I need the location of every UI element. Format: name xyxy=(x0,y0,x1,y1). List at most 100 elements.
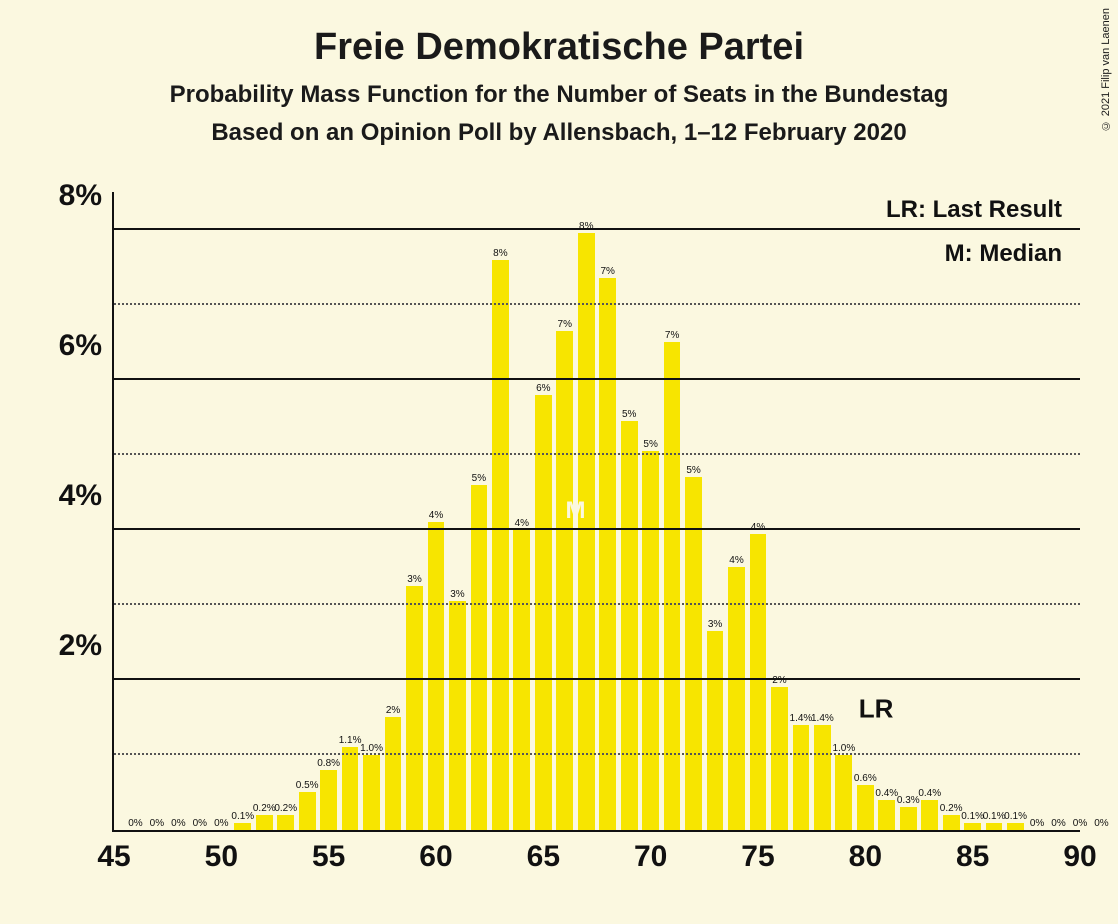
bar-value-label: 0% xyxy=(193,818,207,830)
x-axis-tick: 75 xyxy=(741,840,774,874)
x-axis-tick: 80 xyxy=(849,840,882,874)
bar-value-label: 5% xyxy=(622,409,636,421)
bar: 1.1% xyxy=(342,747,359,830)
bar: 2% xyxy=(385,717,402,830)
bar-value-label: 0% xyxy=(1073,818,1087,830)
x-axis-tick: 90 xyxy=(1063,840,1096,874)
gridline-major xyxy=(114,528,1080,530)
gridline-minor xyxy=(114,753,1080,755)
x-axis-tick: 70 xyxy=(634,840,667,874)
bar-value-label: 0.6% xyxy=(854,773,877,785)
bar-value-label: 0% xyxy=(1094,818,1108,830)
y-axis-tick: 2% xyxy=(59,629,102,663)
bar: 0.4% xyxy=(921,800,938,830)
bar: 1.4% xyxy=(814,725,831,830)
bar: 5% xyxy=(642,451,659,830)
bar-value-label: 3% xyxy=(407,574,421,586)
bar-value-label: 5% xyxy=(472,473,486,485)
bar-value-label: 7% xyxy=(558,319,572,331)
x-axis-tick: 45 xyxy=(97,840,130,874)
bar: 7% xyxy=(556,331,573,830)
chart-subtitle-1: Probability Mass Function for the Number… xyxy=(0,81,1118,109)
bar-value-label: 4% xyxy=(429,510,443,522)
bar-value-label: 7% xyxy=(600,266,614,278)
x-axis-tick: 65 xyxy=(527,840,560,874)
bar: 5% xyxy=(471,485,488,830)
bar-value-label: 0.1% xyxy=(231,811,254,823)
bar: 0.4% xyxy=(878,800,895,830)
bar: 7% xyxy=(664,342,681,830)
bar: 7% xyxy=(599,278,616,830)
bar-value-label: 0% xyxy=(214,818,228,830)
bar: 0.1% xyxy=(234,823,251,831)
x-axis-tick: 60 xyxy=(419,840,452,874)
bar-value-label: 2% xyxy=(386,705,400,717)
bar: 0.6% xyxy=(857,785,874,830)
bar: 1.0% xyxy=(835,755,852,830)
chart-title: Freie Demokratische Partei xyxy=(0,26,1118,69)
bar: 4% xyxy=(750,534,767,830)
bar-value-label: 0.1% xyxy=(961,811,984,823)
bar-value-label: 5% xyxy=(643,439,657,451)
legend-median: M: Median xyxy=(945,240,1062,268)
gridline-minor xyxy=(114,453,1080,455)
bar: 3% xyxy=(707,631,724,830)
gridline-major xyxy=(114,378,1080,380)
bar-value-label: 7% xyxy=(665,330,679,342)
bar: 0.5% xyxy=(299,792,316,830)
bar-value-label: 0% xyxy=(1051,818,1065,830)
bar-value-label: 3% xyxy=(708,619,722,631)
bar: 1.0% xyxy=(363,755,380,830)
legend-last-result: LR: Last Result xyxy=(886,196,1062,224)
bar: 0.1% xyxy=(964,823,981,831)
x-axis-tick: 50 xyxy=(205,840,238,874)
gridline-minor xyxy=(114,603,1080,605)
bar: 5% xyxy=(685,477,702,830)
bar: 3% xyxy=(406,586,423,830)
bars-container: 0%0%0%0%0%0.1%0.2%0.2%0.5%0.8%1.1%1.0%2%… xyxy=(114,192,1080,830)
bar-value-label: 0.1% xyxy=(1004,811,1027,823)
bar: 0.8% xyxy=(320,770,337,830)
bar-value-label: 0.1% xyxy=(983,811,1006,823)
gridline-major xyxy=(114,678,1080,680)
chart-area: 0%0%0%0%0%0.1%0.2%0.2%0.5%0.8%1.1%1.0%2%… xyxy=(40,192,1090,892)
bar: 0.3% xyxy=(900,807,917,830)
bar-value-label: 0.2% xyxy=(274,803,297,815)
copyright-text: © 2021 Filip van Laenen xyxy=(1100,8,1112,131)
bar: 2% xyxy=(771,687,788,830)
bar-value-label: 4% xyxy=(729,555,743,567)
last-result-marker: LR xyxy=(859,693,894,724)
gridline-minor xyxy=(114,303,1080,305)
x-axis-tick: 55 xyxy=(312,840,345,874)
bar-value-label: 0% xyxy=(128,818,142,830)
bar: 4% xyxy=(728,567,745,830)
bar: 1.4% xyxy=(793,725,810,830)
y-axis-tick: 6% xyxy=(59,329,102,363)
bar-value-label: 0.4% xyxy=(875,788,898,800)
bar-value-label: 1.4% xyxy=(811,713,834,725)
bar: 6% xyxy=(535,395,552,830)
bar-value-label: 6% xyxy=(536,383,550,395)
chart-subtitle-2: Based on an Opinion Poll by Allensbach, … xyxy=(0,119,1118,147)
title-block: Freie Demokratische Partei Probability M… xyxy=(0,0,1118,147)
plot-area: 0%0%0%0%0%0.1%0.2%0.2%0.5%0.8%1.1%1.0%2%… xyxy=(112,192,1080,832)
x-axis-tick: 85 xyxy=(956,840,989,874)
bar-value-label: 1.1% xyxy=(339,735,362,747)
bar: 5% xyxy=(621,421,638,830)
bar-value-label: 0% xyxy=(171,818,185,830)
bar-value-label: 0.8% xyxy=(317,758,340,770)
y-axis-tick: 4% xyxy=(59,479,102,513)
bar-value-label: 3% xyxy=(450,589,464,601)
bar-value-label: 5% xyxy=(686,465,700,477)
y-axis-tick: 8% xyxy=(59,179,102,213)
bar-value-label: 1.4% xyxy=(790,713,813,725)
bar-value-label: 0% xyxy=(1030,818,1044,830)
bar: 8% xyxy=(578,233,595,830)
bar: 0.1% xyxy=(986,823,1003,831)
bar-value-label: 0.4% xyxy=(918,788,941,800)
bar-value-label: 0% xyxy=(150,818,164,830)
bar-value-label: 8% xyxy=(493,248,507,260)
bar-value-label: 0.3% xyxy=(897,795,920,807)
bar: 0.2% xyxy=(943,815,960,830)
bar-value-label: 0.2% xyxy=(253,803,276,815)
